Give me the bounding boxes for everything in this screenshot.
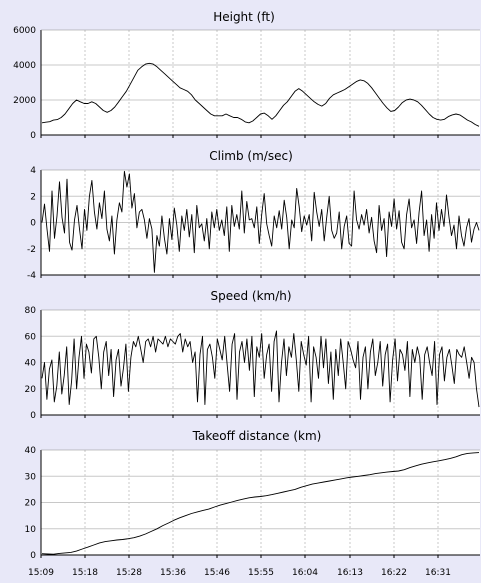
- climb-y-tick-label: 4: [30, 166, 36, 176]
- x-tick-label: 15:09: [28, 568, 54, 578]
- x-tick-label: 15:36: [160, 568, 186, 578]
- height-y-tick-label: 4000: [13, 61, 36, 71]
- x-tick-label: 16:31: [425, 568, 451, 578]
- speed-y-tick-label: 40: [25, 359, 37, 369]
- speed-y-tick-label: 0: [30, 411, 36, 421]
- height-chart-title: Height (ft): [213, 10, 275, 24]
- x-tick-label: 15:46: [204, 568, 230, 578]
- speed-chart-title: Speed (km/h): [210, 289, 291, 303]
- x-tick-label: 15:28: [116, 568, 142, 578]
- distance-series-line: [41, 452, 480, 555]
- x-tick-label: 16:04: [292, 568, 318, 578]
- speed-y-tick-label: 60: [25, 332, 37, 342]
- climb-y-tick-label: 2: [30, 192, 36, 202]
- climb-chart-title: Climb (m/sec): [209, 149, 293, 163]
- distance-y-tick-label: 10: [25, 525, 37, 535]
- distance-chart-title: Takeoff distance (km): [192, 429, 322, 443]
- speed-y-tick-label: 20: [25, 385, 37, 395]
- x-tick-label: 16:13: [337, 568, 363, 578]
- height-panel: 0 2000 4000 6000: [13, 26, 480, 141]
- distance-y-tick-label: 20: [25, 499, 37, 509]
- height-y-tick-label: 0: [30, 131, 36, 141]
- distance-y-tick-label: 30: [25, 472, 37, 482]
- climb-y-tick-label: 0: [30, 219, 36, 229]
- distance-y-tick-label: 0: [30, 551, 36, 561]
- speed-y-tick-label: 80: [25, 306, 37, 316]
- climb-series-line: [41, 170, 480, 273]
- climb-y-tick-label: -4: [27, 271, 36, 281]
- distance-panel: 0 10 20 30 40: [25, 446, 480, 561]
- speed-panel: 0 20 40 60 80: [25, 306, 480, 421]
- height-y-tick-label: 2000: [13, 96, 36, 106]
- height-y-tick-label: 6000: [13, 26, 36, 36]
- speed-series-line: [41, 330, 480, 408]
- climb-panel: -4 -2 0 2 4: [27, 166, 480, 281]
- x-tick-label: 15:18: [72, 568, 98, 578]
- x-tick-label: 16:22: [381, 568, 407, 578]
- height-series-line: [41, 62, 480, 127]
- distance-y-tick-label: 40: [25, 446, 37, 456]
- x-tick-label: 15:55: [248, 568, 274, 578]
- climb-y-tick-label: -2: [27, 245, 36, 255]
